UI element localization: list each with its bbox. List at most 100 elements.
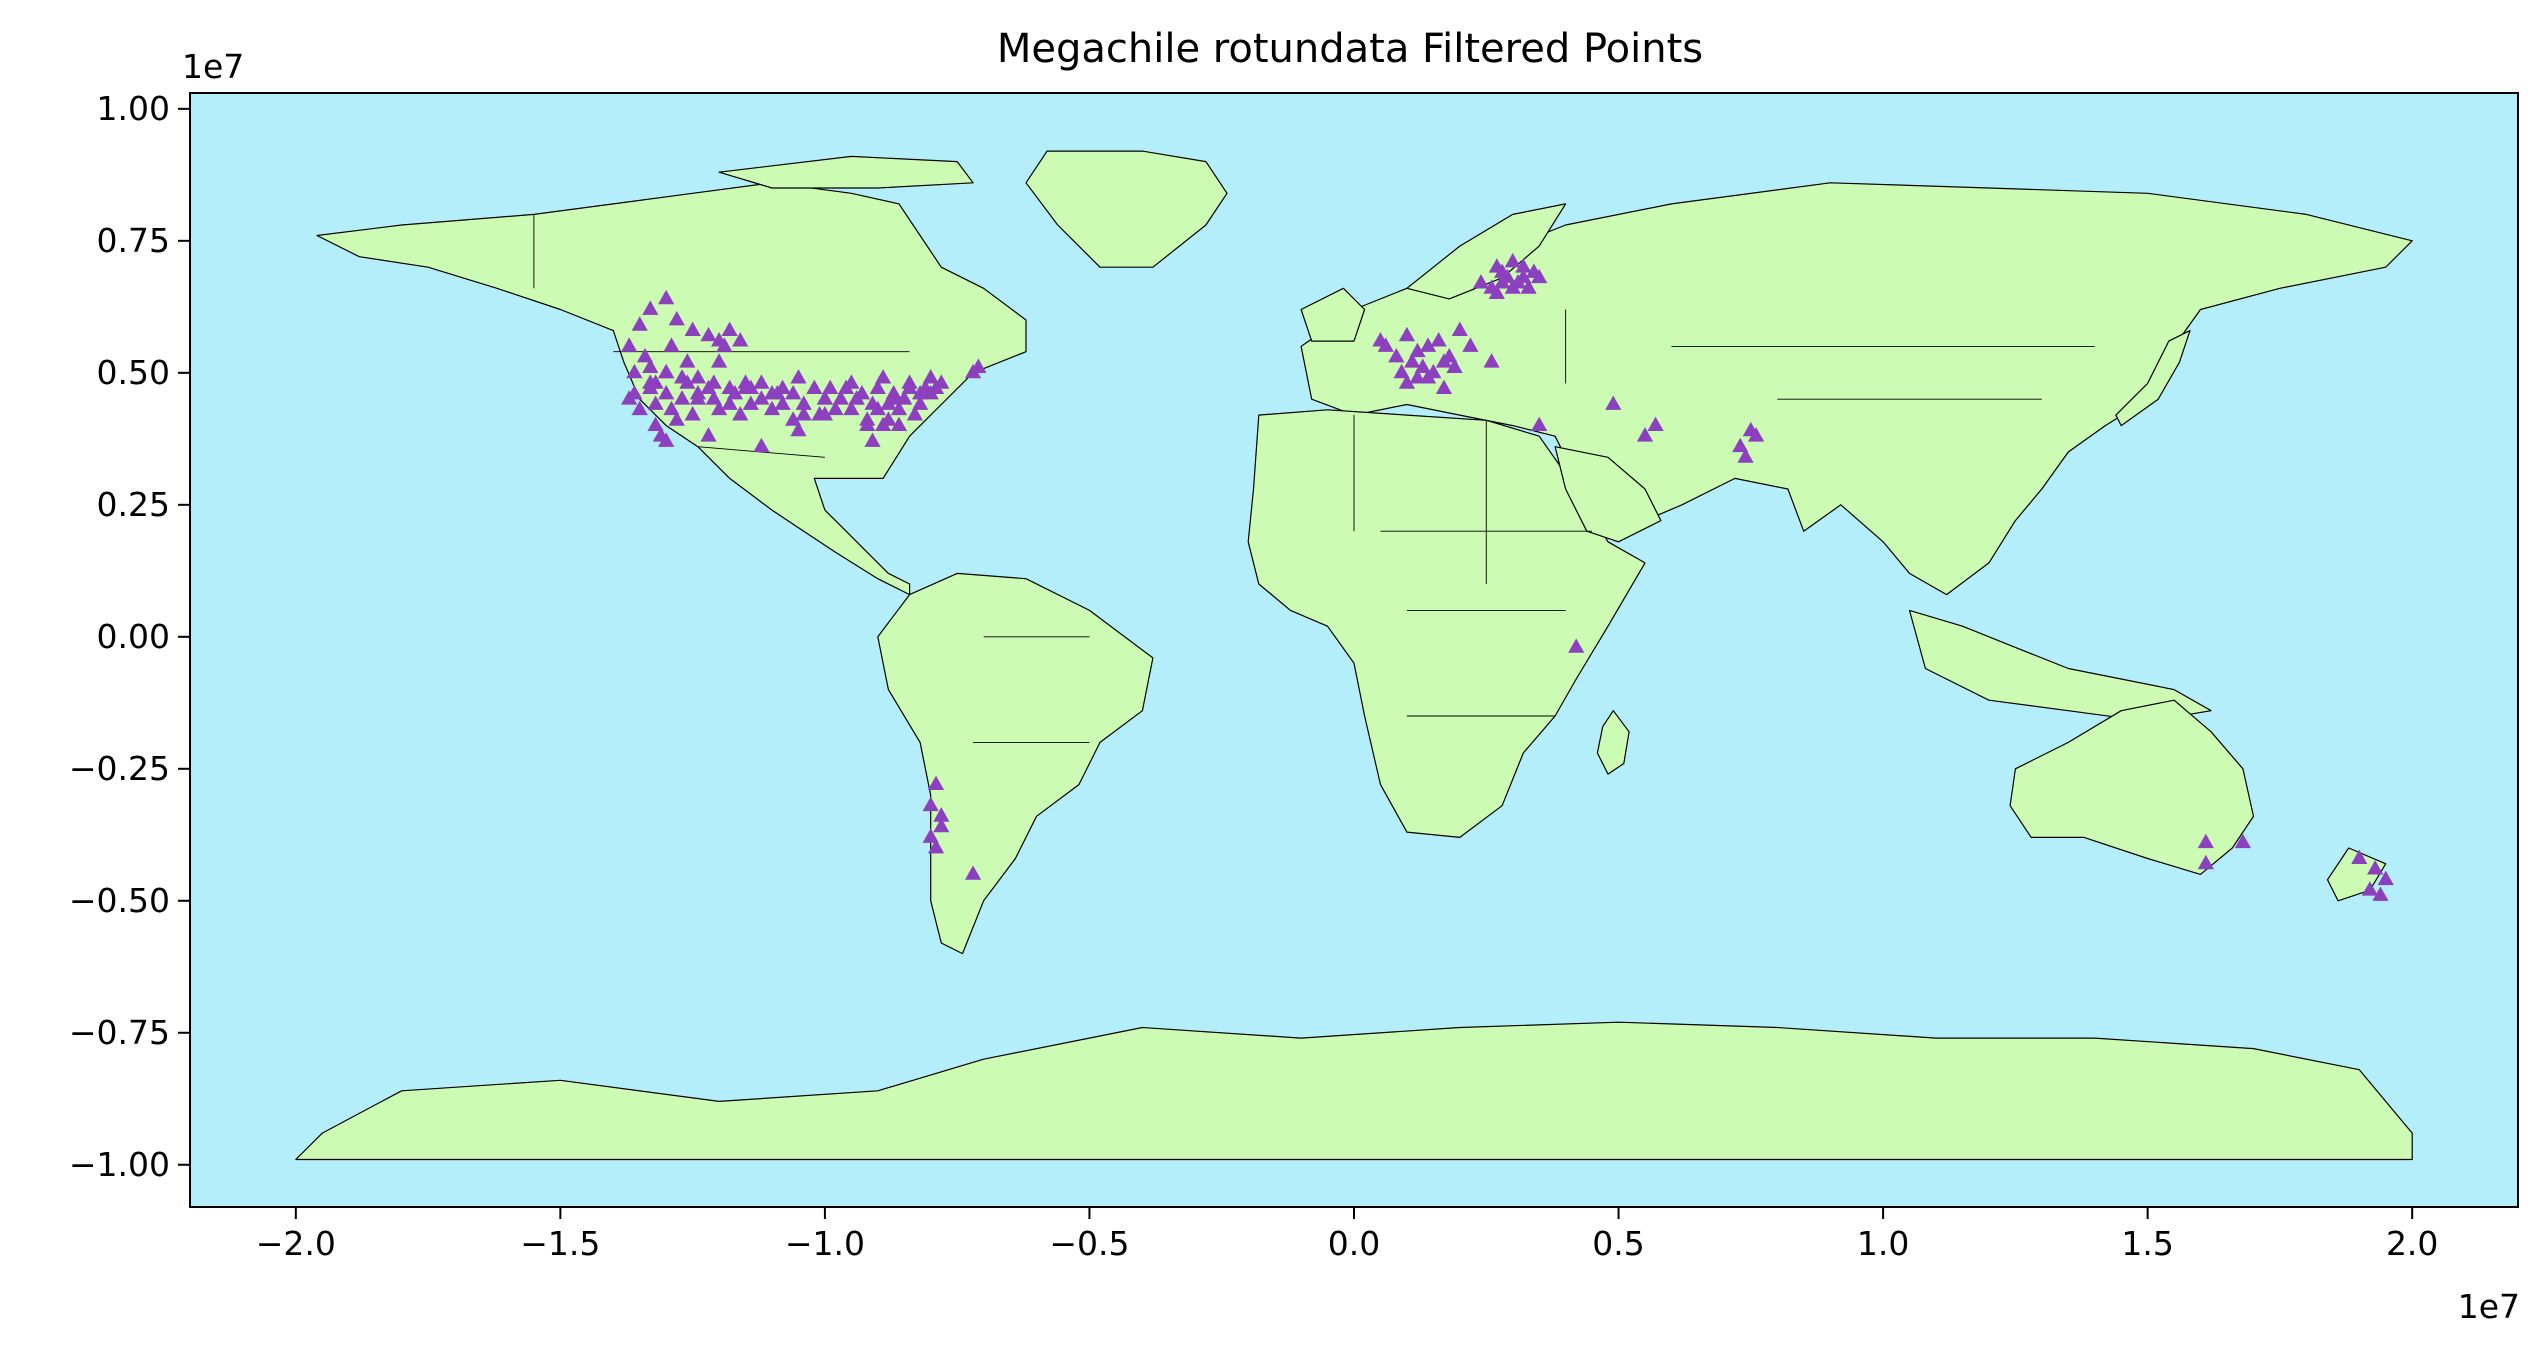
occurrence-point (927, 838, 945, 854)
y-tick-label: 0.25 (97, 485, 170, 524)
occurrence-point (1409, 342, 1426, 358)
x-tick-label: −1.0 (785, 1224, 865, 1263)
occurrence-point (689, 390, 707, 405)
occurrence-point (710, 353, 728, 368)
occurrence-point (901, 374, 918, 389)
occurrence-point (721, 321, 738, 336)
land-madagascar (1596, 710, 1630, 775)
occurrence-point (922, 369, 939, 384)
occurrence-point (684, 406, 701, 421)
occurrence-point (684, 321, 701, 336)
land-japan (2115, 330, 2191, 427)
occurrence-point (785, 384, 802, 400)
occurrence-point (647, 395, 664, 410)
occurrence-point (906, 406, 923, 421)
occurrence-point (626, 363, 643, 379)
occurrence-point (875, 416, 892, 432)
occurrence-point (1430, 332, 1447, 347)
occurrence-point (668, 311, 685, 326)
occurrence-point (2367, 860, 2384, 875)
land-australia (2009, 699, 2255, 876)
y-tick-label: −0.50 (69, 881, 170, 920)
occurrence-point (795, 406, 812, 421)
occurrence-point (1647, 416, 1664, 432)
x-tick-label: 1.0 (1857, 1224, 1909, 1263)
occurrence-point (1472, 274, 1490, 289)
occurrence-point (869, 400, 886, 416)
occurrence-point (774, 379, 791, 395)
occurrence-point (673, 390, 691, 405)
x-tick-label: 2.0 (2386, 1224, 2438, 1263)
occurrence-point (647, 374, 664, 389)
occurrence-point (816, 390, 834, 405)
occurrence-point (621, 390, 638, 405)
land-antarctica (295, 1021, 2413, 1161)
occurrence-point (721, 395, 738, 410)
occurrence-point (848, 390, 865, 405)
occurrence-point (753, 374, 770, 389)
occurrence-point (832, 390, 849, 405)
chart-title: Megachile rotundata Filtered Points (997, 26, 1703, 72)
occurrence-point (1388, 347, 1405, 363)
y-tick-label: 0.75 (97, 221, 170, 260)
occurrence-point (896, 390, 913, 405)
occurrence-point (843, 374, 860, 389)
occurrence-point (679, 353, 696, 368)
occurrence-point (869, 379, 886, 395)
x-tick-label: −0.5 (1049, 1224, 1129, 1263)
occurrence-point (922, 828, 939, 843)
occurrence-point (885, 390, 902, 405)
occurrence-point (795, 395, 812, 410)
occurrence-point (663, 337, 680, 352)
occurrence-point (1732, 437, 1749, 453)
occurrence-point (763, 384, 781, 400)
occurrence-point (890, 416, 908, 432)
occurrence-point (1520, 279, 1537, 294)
occurrence-point (663, 400, 680, 416)
occurrence-point (2234, 833, 2251, 849)
land-africa (1247, 409, 1646, 839)
land-greenland (1025, 150, 1228, 268)
occurrence-point (1435, 353, 1453, 368)
occurrence-point (1605, 395, 1622, 410)
occurrence-point (2377, 870, 2394, 886)
y-tick-label: −0.75 (69, 1013, 170, 1052)
occurrence-point (1414, 358, 1431, 373)
occurrence-point (2197, 854, 2214, 870)
occurrence-point (1377, 337, 1394, 352)
occurrence-point (811, 406, 828, 421)
occurrence-point (679, 374, 696, 389)
occurrence-point (1398, 326, 1416, 342)
occurrence-point (1515, 258, 1532, 273)
occurrence-point (742, 395, 759, 410)
y-tick-label: 1.00 (97, 89, 170, 128)
country-borders (533, 214, 2095, 743)
occurrence-point (1419, 369, 1437, 384)
land-british-isles (1300, 287, 1366, 342)
occurrence-point (922, 384, 939, 400)
occurrence-point (774, 395, 791, 410)
occurrence-point (710, 400, 728, 416)
occurrence-point (933, 817, 950, 833)
occurrence-point (890, 400, 908, 416)
x-tick-label: 0.5 (1592, 1224, 1644, 1263)
x-tick-label: −1.5 (520, 1224, 600, 1263)
occurrence-point (642, 300, 659, 315)
occurrence-point (1568, 638, 1585, 653)
occurrence-point (716, 337, 733, 352)
occurrence-point (753, 437, 770, 453)
occurrence-point (668, 411, 685, 426)
y-tick-label: −0.25 (69, 749, 170, 788)
occurrence-point (1504, 252, 1521, 268)
occurrence-point (922, 796, 939, 812)
x-axis: −2.0 −1.5 −1.0 −0.5 0.0 0.5 1.0 1.5 2.0 (256, 1207, 2438, 1263)
occurrence-point (933, 807, 950, 822)
occurrence-point (753, 390, 770, 405)
y-tick-label: 0.00 (97, 617, 170, 656)
occurrence-point (2372, 886, 2389, 901)
occurrence-point (647, 416, 664, 432)
occurrence-point (1462, 337, 1479, 352)
occurrence-point (1398, 374, 1416, 389)
occurrence-point (700, 326, 717, 342)
occurrence-point (2351, 849, 2368, 864)
